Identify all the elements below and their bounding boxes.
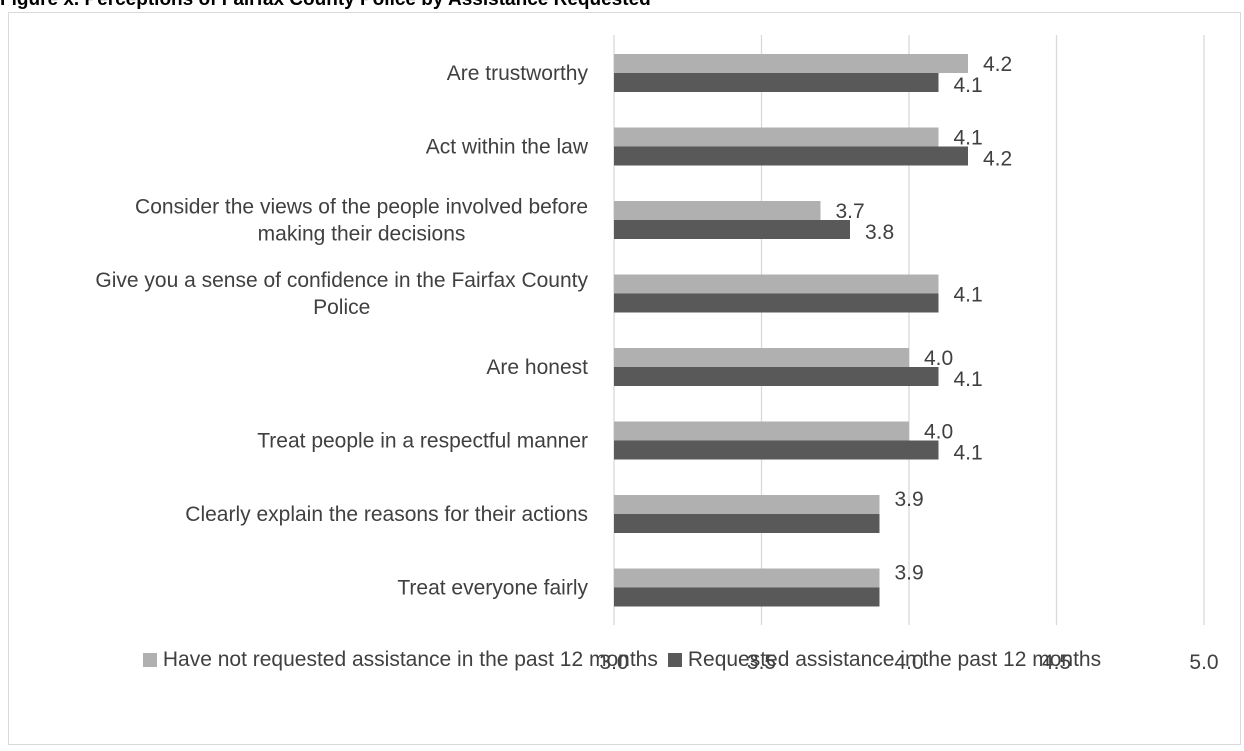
category-label: Police (313, 296, 370, 319)
category-label: Are trustworthy (447, 62, 589, 85)
data-label: 4.0 (924, 421, 953, 444)
legend-swatch-requested (667, 653, 682, 667)
x-tick-label: 4.5 (1042, 651, 1071, 674)
bar-requested (614, 73, 939, 92)
data-label: 3.9 (895, 488, 924, 511)
bar-not-requested (614, 127, 939, 147)
bar-not-requested (614, 348, 909, 367)
legend: Have not requested assistance in the pas… (0, 648, 1244, 672)
chart-title-partial: Figure x. Perceptions of Fairfax County … (0, 0, 651, 11)
legend-label-not-requested: Have not requested assistance in the pas… (162, 648, 658, 671)
category-label: Treat everyone fairly (397, 577, 588, 600)
category-label: Act within the law (426, 136, 589, 159)
legend-swatch-not-requested (142, 653, 157, 667)
data-label: 4.2 (983, 53, 1012, 76)
data-labels: 4.24.14.14.23.73.84.14.04.14.04.13.93.9 (836, 53, 1013, 585)
bar-requested (614, 440, 939, 460)
bars (614, 54, 968, 607)
bar-requested (614, 220, 850, 239)
legend-item-not-requested: Have not requested assistance in the pas… (142, 648, 658, 672)
category-labels: Are trustworthy Act within the law Conside… (95, 62, 588, 600)
category-label: making their decisions (258, 223, 466, 246)
gridlines (613, 35, 1205, 625)
bar-not-requested (614, 274, 939, 294)
bar-requested (614, 146, 968, 166)
x-tick-label: 3.5 (747, 651, 776, 674)
bar-not-requested (614, 54, 968, 73)
bar-not-requested (614, 201, 821, 220)
data-label: 4.1 (954, 442, 983, 465)
data-label: 4.1 (954, 127, 983, 150)
data-label: 4.0 (924, 347, 953, 370)
bar-not-requested (614, 495, 880, 514)
bar-requested (614, 587, 880, 607)
legend-label-requested: Requested assistance in the past 12 mont… (687, 648, 1102, 671)
data-label: 3.9 (895, 562, 924, 585)
data-label: 3.8 (865, 221, 894, 244)
x-tick-label: 5.0 (1189, 651, 1218, 674)
legend-item-requested: Requested assistance in the past 12 mont… (667, 648, 1102, 672)
category-label: Treat people in a respectful manner (257, 430, 588, 453)
bar-not-requested (614, 568, 880, 588)
bar-requested (614, 367, 939, 386)
bar-requested (614, 293, 939, 313)
data-label: 4.1 (954, 368, 983, 391)
category-label: Consider the views of the people involve… (135, 196, 588, 219)
x-tick-label: 4.0 (894, 651, 923, 674)
bar-not-requested (614, 421, 909, 441)
data-label: 4.2 (983, 148, 1012, 171)
category-label: Are honest (486, 356, 588, 379)
category-label: Clearly explain the reasons for their ac… (185, 503, 588, 526)
category-label: Give you a sense of confidence in the Fa… (95, 269, 588, 292)
data-label: 4.1 (954, 284, 983, 307)
bar-requested (614, 514, 880, 533)
data-label: 4.1 (954, 74, 983, 97)
x-axis-ticks: 3.0 3.5 4.0 4.5 5.0 (599, 651, 1218, 674)
data-label: 3.7 (836, 200, 865, 223)
x-tick-label: 3.0 (599, 651, 628, 674)
chart-frame (8, 12, 1241, 745)
